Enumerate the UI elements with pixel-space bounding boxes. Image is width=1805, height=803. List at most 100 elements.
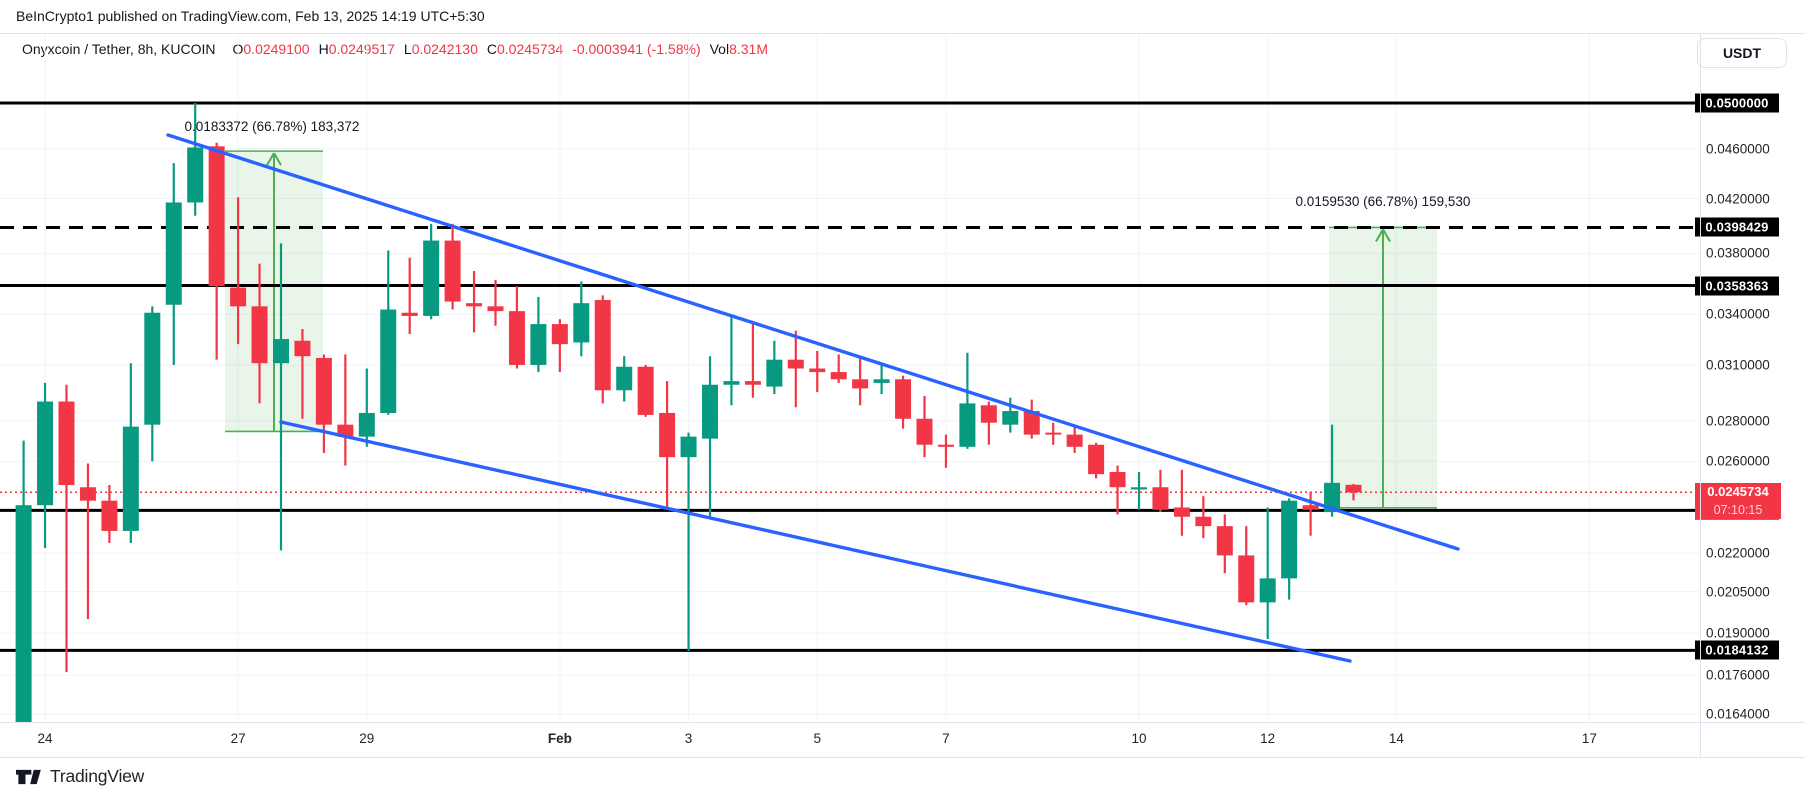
time-tick-label: 24 [37, 731, 53, 746]
price-tick-label: 0.0340000 [1706, 306, 1770, 322]
legend-value: 0.0245734 [497, 41, 564, 57]
candle-body [487, 306, 504, 312]
price-tick-label: 0.0310000 [1706, 357, 1770, 373]
measure-arrow-head-icon [266, 152, 282, 166]
candle-body [1131, 487, 1147, 490]
level-price-label: 0.0358363 [1695, 276, 1779, 296]
legend-value: -0.0003941 (-1.58%) [572, 41, 701, 57]
candle-body [466, 303, 483, 307]
candle-body [79, 487, 96, 501]
price-tick-label: 0.0380000 [1706, 245, 1770, 261]
topbar-separator [0, 33, 1805, 34]
current-price-value: 0.0245734 [1707, 484, 1769, 500]
candle-body [144, 312, 161, 425]
candle-body [573, 303, 590, 343]
candle-body [1088, 444, 1105, 475]
candle-body [1238, 555, 1255, 603]
trendline[interactable] [166, 133, 1460, 551]
candle-body [551, 324, 568, 345]
level-price-label: 0.0500000 [1695, 93, 1779, 113]
symbol-title[interactable]: Onyxcoin / Tether, 8h, KUCOIN [22, 41, 216, 57]
candle-body [444, 240, 461, 302]
measure-label: 0.0183372 (66.78%) 183,372 [184, 119, 360, 134]
legend-value: H [318, 41, 329, 57]
candle-body [937, 444, 954, 447]
candle-body [508, 311, 525, 365]
time-tick-label: 12 [1260, 731, 1276, 746]
time-tick-label: 10 [1131, 731, 1147, 746]
candle-body [230, 287, 247, 307]
candle-body [680, 436, 697, 458]
candle-body [1045, 432, 1062, 435]
candle-body [337, 424, 354, 437]
bar-countdown: 07:10:15 [1713, 503, 1763, 518]
time-tick-label: 14 [1388, 731, 1404, 746]
currency-button[interactable]: USDT [1697, 38, 1787, 68]
candle-body [723, 381, 740, 385]
candle-body [702, 384, 718, 439]
candle-body [423, 240, 440, 316]
candle-body [401, 312, 418, 316]
candle-body [122, 426, 139, 531]
candle-body [1302, 505, 1319, 510]
candle-body [873, 379, 890, 383]
level-price-label: 0.0184132 [1695, 640, 1779, 660]
current-price-label: 0.0245734 07:10:15 [1695, 483, 1781, 520]
time-axis-separator [0, 722, 1805, 723]
candle-body [1173, 507, 1190, 517]
candle-body [766, 359, 783, 387]
price-tick-label: 0.0220000 [1706, 545, 1770, 561]
price-tick-label: 0.0420000 [1706, 191, 1770, 207]
candle-body [1109, 471, 1126, 488]
legend-value: 0.0249517 [328, 41, 395, 57]
time-tick-label: 29 [359, 731, 375, 746]
candle-body [1195, 516, 1212, 527]
watermark-text: TradingView [50, 766, 145, 786]
measure-label: 0.0159530 (66.78%) 159,530 [1295, 194, 1471, 209]
candle-body [830, 372, 847, 380]
measure-arrow-head-icon [1375, 228, 1391, 242]
candle-body [744, 381, 761, 385]
candle-body [916, 418, 933, 445]
candle-body [1066, 434, 1083, 447]
candle-body [787, 359, 804, 369]
candle-body [1002, 411, 1019, 425]
symbol-legend: Onyxcoin / Tether, 8h, KUCOIN O0.0249100 H… [22, 41, 768, 57]
price-tick-label: 0.0280000 [1706, 413, 1770, 429]
candle-body [852, 379, 869, 389]
candle-body [1281, 500, 1298, 579]
candle-body [315, 357, 332, 425]
time-tick-label: Feb [547, 731, 572, 746]
candle-body [659, 412, 676, 458]
legend-value: Vol [709, 41, 730, 57]
candle-body [15, 505, 32, 722]
footer-separator [0, 757, 1805, 758]
time-tick-label: 17 [1581, 731, 1597, 746]
candle-body [980, 405, 997, 423]
candle-body [273, 339, 289, 364]
candle-body [358, 412, 375, 437]
candle-body [616, 366, 633, 391]
legend-value: L [403, 41, 412, 57]
tradingview-logo-icon [16, 769, 41, 784]
candle-body [101, 500, 118, 531]
price-axis-separator [1700, 33, 1701, 757]
candle-body [959, 403, 976, 447]
time-tick-label: 5 [813, 731, 822, 746]
candle-body [1152, 487, 1169, 510]
price-tick-label: 0.0176000 [1706, 667, 1770, 683]
legend-value: C [486, 41, 497, 57]
candle-body [1259, 578, 1276, 603]
price-tick-label: 0.0260000 [1706, 453, 1770, 469]
tradingview-logo[interactable]: TradingView [16, 766, 144, 787]
candle-body [58, 401, 75, 486]
price-tick-label: 0.0460000 [1706, 141, 1770, 157]
candle-body [37, 401, 54, 506]
time-tick-label: 3 [684, 731, 693, 746]
candle-body [165, 202, 182, 305]
trendline[interactable] [279, 420, 1352, 663]
legend-value: 0.0242130 [411, 41, 478, 57]
plot-area[interactable] [0, 34, 1700, 727]
